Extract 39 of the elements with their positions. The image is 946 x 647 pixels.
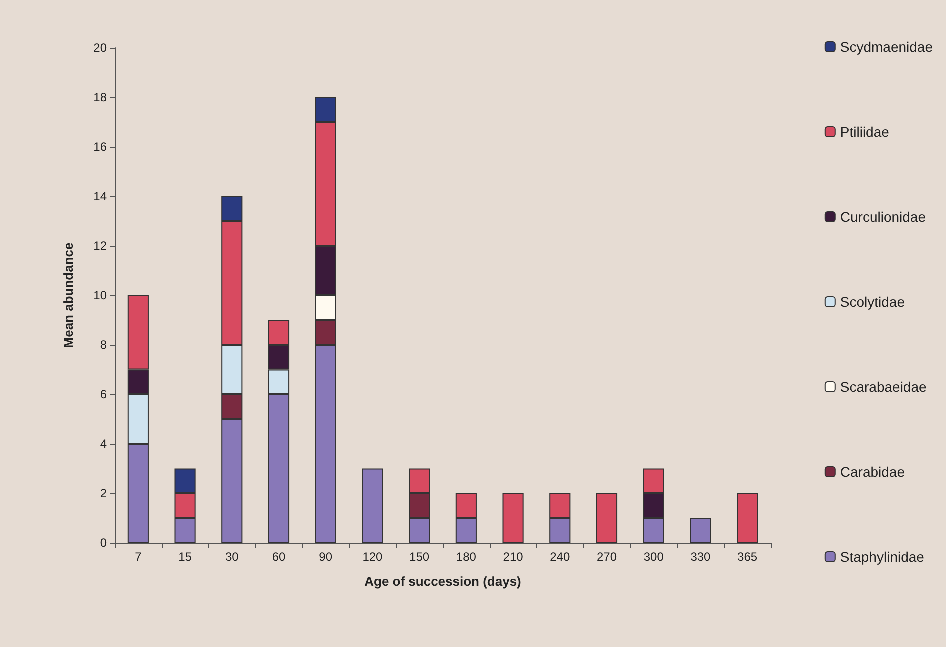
y-tick-label: 12 <box>94 239 108 253</box>
x-tick-label: 90 <box>319 550 333 564</box>
x-tick-label: 210 <box>503 550 524 564</box>
legend-label: Scarabaeidae <box>840 379 927 395</box>
y-tick-label: 8 <box>100 338 108 352</box>
x-tick-label: 365 <box>738 550 758 564</box>
legend-label: Scydmaenidae <box>840 39 934 55</box>
y-tick-label: 2 <box>100 486 108 500</box>
legend-label: Carabidae <box>840 464 906 480</box>
x-tick-label: 120 <box>362 550 384 564</box>
x-tick-label: 180 <box>456 550 477 564</box>
y-tick-label: 16 <box>94 140 108 154</box>
x-tick-label: 300 <box>644 550 664 564</box>
bar <box>596 494 618 543</box>
y-tick-label: 10 <box>94 288 108 302</box>
x-tick-label: 240 <box>550 550 570 564</box>
legend-label: Staphylinidae <box>840 549 925 565</box>
x-tick-label: 330 <box>690 550 712 564</box>
bar <box>362 468 384 543</box>
bar <box>737 494 758 543</box>
y-tick-label: 0 <box>100 536 108 550</box>
y-tick-label: 4 <box>100 437 108 451</box>
bar <box>690 518 712 543</box>
x-tick-label: 15 <box>178 550 192 564</box>
x-tick-label: 270 <box>596 550 618 564</box>
x-tick-label: 150 <box>410 550 430 564</box>
y-axis-title: Mean abundance <box>61 242 76 348</box>
x-tick-label: 7 <box>135 550 142 564</box>
legend-label: Ptiliidae <box>840 124 890 140</box>
x-axis-title: Age of succession (days) <box>364 574 522 589</box>
legend-label: Scolytidae <box>840 294 906 310</box>
y-tick-label: 6 <box>100 388 108 402</box>
x-tick-label: 30 <box>225 550 240 564</box>
legend-label: Curculionidae <box>840 209 926 225</box>
x-tick-label: 60 <box>272 550 286 564</box>
y-tick-label: 14 <box>94 190 108 204</box>
y-tick-label: 18 <box>94 90 108 104</box>
bar <box>502 494 524 543</box>
y-tick-label: 20 <box>94 41 108 55</box>
